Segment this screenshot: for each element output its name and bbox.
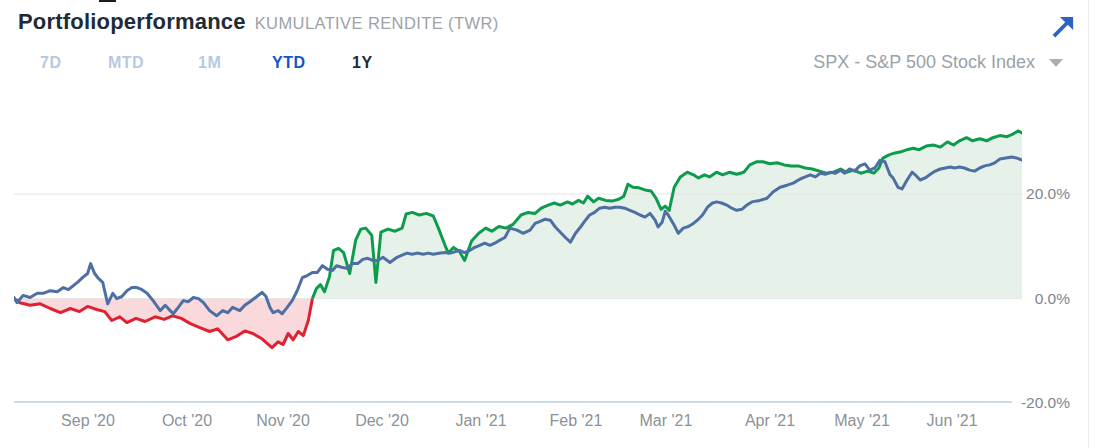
benchmark-select[interactable]: SPX - S&P 500 Stock Index	[813, 52, 1064, 73]
page-subtitle: KUMULATIVE RENDITE (TWR)	[255, 14, 499, 33]
y-axis-label: 20.0%	[986, 185, 1070, 203]
card-header: Portfolioperformance KUMULATIVE RENDITE …	[18, 9, 499, 35]
benchmark-select-value: SPX - S&P 500 Stock Index	[813, 52, 1035, 73]
range-tab-ytd[interactable]: YTD	[272, 54, 306, 72]
performance-chart[interactable]	[14, 121, 1022, 403]
arrow-up-right-icon	[1050, 12, 1078, 40]
range-tab-1y[interactable]: 1Y	[352, 54, 373, 72]
x-axis-label: Feb '21	[550, 412, 603, 430]
top-edge-artifact	[99, 0, 116, 2]
x-axis-label: Sep '20	[61, 412, 115, 430]
panel-right-border	[1088, 0, 1089, 448]
range-tab-mtd[interactable]: MTD	[108, 54, 144, 72]
x-axis-label: May '21	[834, 412, 890, 430]
x-axis-label: Nov '20	[256, 412, 310, 430]
page-title: Portfolioperformance	[18, 9, 246, 35]
open-external-button[interactable]	[1048, 10, 1080, 42]
x-axis-label: Oct '20	[162, 412, 212, 430]
x-axis-label: Jan '21	[455, 412, 506, 430]
range-tab-1m[interactable]: 1M	[198, 54, 221, 72]
x-axis-label: Dec '20	[355, 412, 409, 430]
x-axis-label: Mar '21	[640, 412, 693, 430]
chevron-down-icon	[1048, 58, 1064, 68]
x-axis-label: Jun '21	[926, 412, 977, 430]
range-tab-7d[interactable]: 7D	[40, 54, 61, 72]
x-axis-label: Apr '21	[745, 412, 795, 430]
y-axis-label: -20.0%	[986, 394, 1070, 412]
y-axis-label: 0.0%	[986, 290, 1070, 308]
